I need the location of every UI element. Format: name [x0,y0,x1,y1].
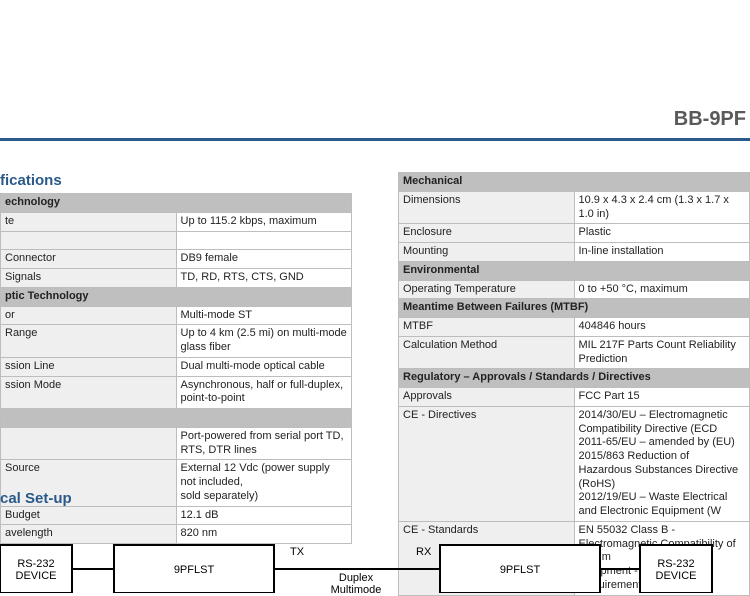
table-row: Port-powered from serial port TD, RTS, D… [1,427,352,460]
table-group-header: echnology [1,194,352,213]
table-row: ConnectorDB9 female [1,250,352,269]
row-value: Up to 115.2 kbps, maximum [176,212,352,231]
row-label: Enclosure [399,224,575,243]
row-label: Range [1,325,177,358]
row-label: te [1,212,177,231]
table-row: ssion LineDual multi-mode optical cable [1,357,352,376]
table-row: MountingIn-line installation [399,243,750,262]
row-label: Approvals [399,388,575,407]
row-value: 10.9 x 4.3 x 2.4 cm (1.3 x 1.7 x 1.0 in) [574,191,750,224]
row-label: Mounting [399,243,575,262]
table-row [1,231,352,250]
table-row: MTBF404846 hours [399,318,750,337]
diagram-node-label: DEVICE [16,570,57,582]
row-label: Dimensions [399,191,575,224]
table-row: orMulti-mode ST [1,306,352,325]
row-value [176,231,352,250]
table-row: RangeUp to 4 km (2.5 mi) on multi-mode g… [1,325,352,358]
row-value: Asynchronous, half or full-duplex, point… [176,376,352,409]
setup-section: cal Set-up RS-232DEVICE9PFLSTDuplexMulti… [0,490,750,593]
row-value: 0 to +50 °C, maximum [574,280,750,299]
table-group-header: Mechanical [399,173,750,192]
table-group-header [1,409,352,428]
row-value: Dual multi-mode optical cable [176,357,352,376]
header-rule [0,138,750,141]
row-value: In-line installation [574,243,750,262]
diagram-node-label: 9PFLST [174,564,215,576]
table-group-header: ptic Technology [1,287,352,306]
table-row: Operating Temperature0 to +50 °C, maximu… [399,280,750,299]
table-row: ssion ModeAsynchronous, half or full-dup… [1,376,352,409]
row-value: TD, RD, RTS, CTS, GND [176,269,352,288]
row-label: ssion Mode [1,376,177,409]
diagram-node-label: DEVICE [656,570,697,582]
row-value: Multi-mode ST [176,306,352,325]
diagram-node-label: Duplex [339,572,374,584]
diagram-annotation: TX [290,546,305,558]
row-value: Plastic [574,224,750,243]
row-label: MTBF [399,318,575,337]
table-row: EnclosurePlastic [399,224,750,243]
row-value: DB9 female [176,250,352,269]
row-value: Up to 4 km (2.5 mi) on multi-mode glass … [176,325,352,358]
table-row: SignalsTD, RD, RTS, CTS, GND [1,269,352,288]
row-label: Signals [1,269,177,288]
table-group-header: Meantime Between Failures (MTBF) [399,299,750,318]
row-label [1,231,177,250]
diagram-node-label: 9PFLST [500,564,541,576]
setup-title: cal Set-up [0,490,750,507]
row-label: Calculation Method [399,336,575,369]
row-value: MIL 217F Parts Count Reliability Predict… [574,336,750,369]
row-label [1,427,177,460]
table-row: ApprovalsFCC Part 15 [399,388,750,407]
table-group-header: Environmental [399,261,750,280]
row-label: ssion Line [1,357,177,376]
row-value: Port-powered from serial port TD, RTS, D… [176,427,352,460]
setup-diagram: RS-232DEVICE9PFLSTDuplexMultimode9PFLSTR… [0,523,750,593]
diagram-annotation: RX [416,546,432,558]
diagram-node-label: RS-232 [17,558,54,570]
table-row: teUp to 115.2 kbps, maximum [1,212,352,231]
diagram-node-label: Multimode [331,584,382,593]
row-label: or [1,306,177,325]
row-label: Operating Temperature [399,280,575,299]
row-value: 404846 hours [574,318,750,337]
row-label: Connector [1,250,177,269]
table-group-header: Regulatory – Approvals / Standards / Dir… [399,369,750,388]
specs-title: fications [0,172,352,189]
row-value: FCC Part 15 [574,388,750,407]
table-row: Dimensions10.9 x 4.3 x 2.4 cm (1.3 x 1.7… [399,191,750,224]
diagram-node-label: RS-232 [657,558,694,570]
product-code: BB-9PF [674,108,746,131]
table-row: Calculation MethodMIL 217F Parts Count R… [399,336,750,369]
